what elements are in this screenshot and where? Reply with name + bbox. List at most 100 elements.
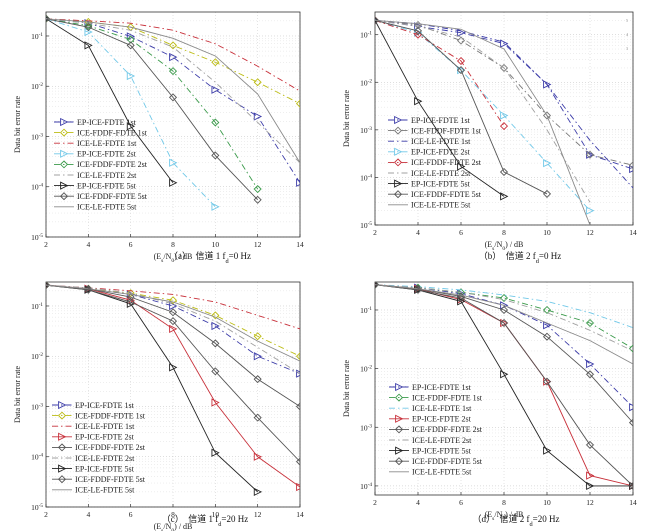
caption-3-part: =20 Hz: [221, 514, 248, 524]
y-tick-label-sup: -1: [39, 32, 44, 38]
data-point: [295, 402, 300, 411]
legend-marker-8: [394, 457, 404, 466]
data-point: [295, 99, 300, 108]
data-point: [499, 293, 509, 303]
y-tick-label-part: 10: [31, 82, 39, 91]
x-tick-label: 2: [373, 498, 377, 507]
x-axis-label-part: ) / dB: [505, 510, 523, 519]
caption-1-part: （a） 信道 1 f: [169, 250, 226, 261]
series-line-8: [375, 284, 633, 487]
legend-label-4: EP-ICE-FDTE 2st: [75, 433, 135, 442]
legend-label-6: ICE-LE-FDTE 2st: [412, 436, 472, 445]
data-point: [211, 151, 220, 160]
x-tick-label: 12: [254, 510, 262, 519]
y-tick-label-part: 10: [31, 453, 39, 462]
data-point: [542, 189, 552, 198]
x-tick-label: 10: [212, 240, 220, 249]
data-point: [211, 202, 220, 211]
y-tick-label-sup: -1: [39, 302, 44, 308]
data-point: [211, 398, 220, 407]
data-point: [629, 403, 633, 412]
x-tick-label: 2: [44, 510, 48, 519]
y-tick-label-part: 10: [360, 126, 368, 135]
series-line-9: [375, 284, 633, 365]
x-tick-label: 10: [543, 228, 551, 237]
data-point: [456, 66, 466, 75]
data-point: [126, 71, 136, 81]
data-point: [585, 370, 595, 379]
data-point: [375, 282, 380, 289]
data-point: [126, 122, 136, 131]
legend-marker-7: [60, 181, 69, 190]
data-point: [168, 93, 178, 102]
y-tick-label-sup: -5: [39, 233, 44, 239]
y-axis-label: Data bit error rate: [13, 96, 22, 154]
y-tick-label-part: 10: [360, 423, 368, 432]
data-point: [457, 297, 466, 306]
x-axis-label-sub: s: [492, 246, 494, 252]
data-point: [457, 162, 466, 171]
legend-marker-4: [60, 149, 69, 158]
y-axis-label: Data bit error rate: [13, 366, 22, 424]
legend-label-3: ICE-LE-FDTE 1st: [75, 422, 135, 431]
y-tick-label: 10-1: [360, 31, 372, 40]
y-tick-label-part: 10: [360, 31, 368, 40]
y-tick-label: 10-1: [31, 32, 43, 41]
y-tick-label: 10-3: [31, 402, 43, 411]
data-point: [126, 289, 135, 298]
legend-label-1: EP-ICE-FDTE 1st: [412, 383, 472, 392]
legend-label-5: ICE-FDDF-FDTE 2st: [77, 160, 148, 169]
y-tick-label-sup: -4: [368, 173, 373, 179]
y-tick-label-part: 10: [31, 132, 39, 141]
data-point: [296, 178, 300, 187]
series-line-4: [375, 19, 591, 211]
legend-marker-1: [60, 117, 69, 127]
y-tick-label-sup: -3: [368, 126, 373, 132]
x-axis-label-sub: s: [161, 528, 163, 531]
series-line-9: [46, 284, 300, 362]
data-point: [585, 440, 595, 449]
legend-label-1: EP-ICE-FDTE 1st: [77, 118, 137, 127]
legend-label-4: EP-ICE-FDTE 2st: [411, 148, 471, 157]
legend-label-8: ICE-FDDF-FDTE 5st: [75, 475, 146, 484]
legend-marker-5: [59, 160, 69, 169]
legend-marker-2: [394, 393, 404, 402]
x-axis-label-part: (E: [485, 510, 493, 519]
series-line-3: [46, 18, 300, 92]
data-point: [500, 192, 509, 201]
legend-marker-1: [394, 115, 403, 125]
legend-label-4: EP-ICE-FDTE 2st: [412, 415, 472, 424]
legend-label-3: ICE-LE-FDTE 1st: [412, 404, 472, 413]
series-line-9: [46, 18, 300, 164]
data-point: [84, 23, 93, 32]
y-tick-label: 10-2: [31, 82, 43, 91]
x-tick-label: 14: [629, 228, 637, 237]
legend-label-7: EP-ICE-FDTE 5st: [412, 446, 472, 455]
legend-label-7: EP-ICE-FDTE 5st: [411, 179, 471, 188]
y-tick-label: 10-4: [31, 183, 43, 192]
y-tick-label-part: 10: [360, 78, 368, 87]
caption-1-part: =0 Hz: [229, 251, 251, 261]
legend-marker-8: [57, 475, 67, 484]
x-axis-label: (Es/N0) / dB: [485, 510, 524, 522]
x-tick-label: 8: [502, 498, 506, 507]
legend-label-8: ICE-FDDF-FDTE 5st: [411, 190, 482, 199]
y-tick-label-sup: -2: [368, 78, 373, 84]
series-group: [375, 282, 633, 491]
data-point: [126, 297, 135, 307]
data-point: [168, 308, 178, 317]
legend-label-2: ICE-FDDF-FDTE 1st: [77, 128, 148, 137]
caption-3-part: （c） 信道 1 f: [162, 513, 219, 524]
legend-label-2: ICE-FDDF-FDTE 1st: [412, 393, 483, 402]
y-tick-label-sup: -1: [368, 306, 373, 312]
x-tick-label: 2: [44, 240, 48, 249]
y-tick-label-sup: -4: [368, 482, 373, 488]
data-point: [585, 318, 595, 328]
legend-label-7: EP-ICE-FDTE 5st: [75, 464, 135, 473]
legend-marker-4: [395, 414, 404, 423]
data-point: [586, 359, 595, 369]
data-point: [84, 41, 93, 50]
